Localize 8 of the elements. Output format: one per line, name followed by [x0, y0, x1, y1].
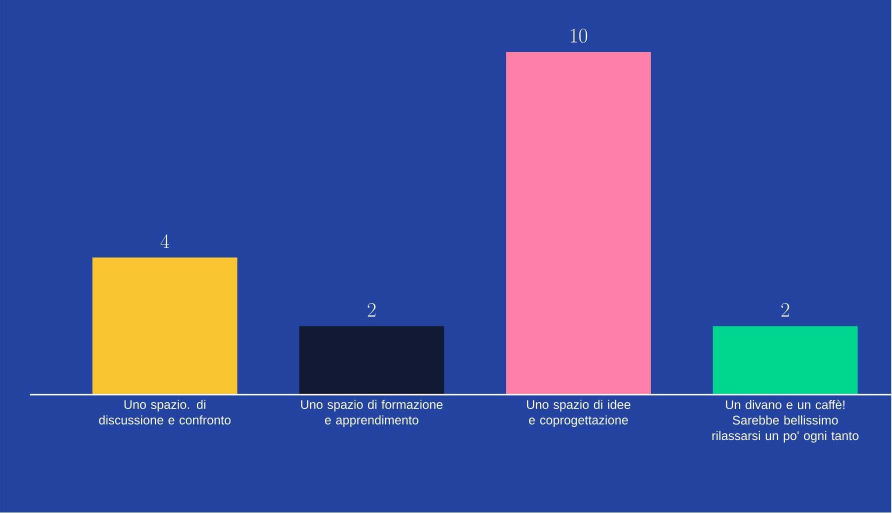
data-label: 10 — [570, 29, 588, 43]
x-tick-label: Un divano e un caffè! Sarebbe bellissimo rilassarsi un po' ogni tanto — [712, 400, 858, 443]
data-label: 4 — [160, 234, 170, 248]
x-tick-label: Uno spazio di formazione e apprendimento — [301, 400, 443, 428]
data-label: 2 — [781, 303, 790, 317]
x-tick-label: Uno spazio. di discussione e confronto — [99, 400, 231, 425]
x-tick-label: Uno spazio di idee e coprogettazione — [527, 400, 630, 428]
data-label: 2 — [368, 303, 376, 317]
